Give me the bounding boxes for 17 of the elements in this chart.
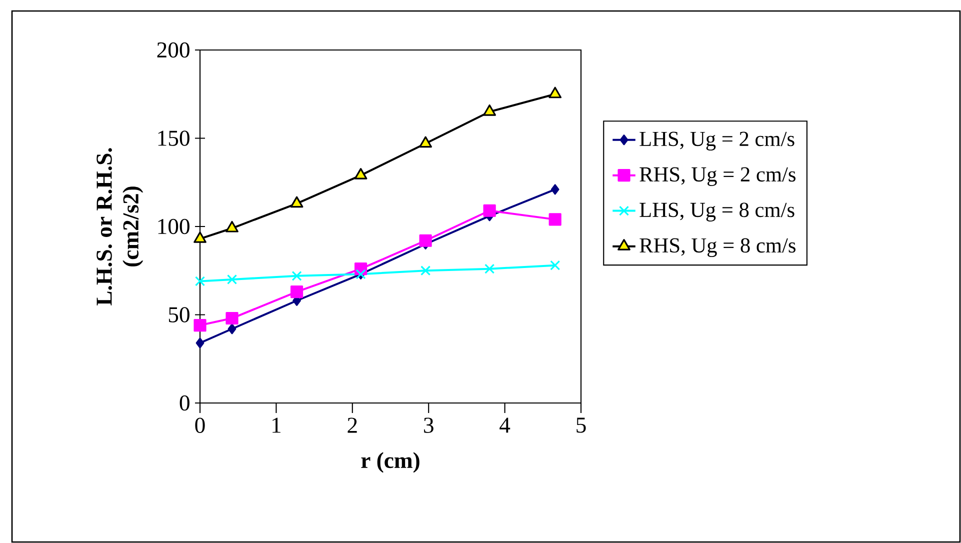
legend-label: LHS, Ug = 2 cm/s bbox=[640, 132, 794, 151]
x-tick-label: 0 bbox=[195, 418, 205, 434]
x-tick-label: 5 bbox=[576, 418, 586, 433]
y-tick-label: 150 bbox=[158, 130, 190, 146]
y-axis-title: L.H.S. or R.H.S. (cm2/s2) bbox=[96, 148, 144, 306]
x-tick-label: 1 bbox=[272, 418, 281, 433]
x-tick-label: 2 bbox=[348, 418, 357, 433]
x-axis-title: r (cm) bbox=[361, 452, 420, 473]
y-tick-label: 200 bbox=[157, 42, 190, 58]
legend-label: RHS, Ug = 8 cm/s bbox=[640, 238, 796, 258]
x-tick-label: 3 bbox=[424, 418, 434, 433]
legend-label: RHS, Ug = 2 cm/s bbox=[640, 167, 796, 186]
y-tick-label: 100 bbox=[158, 218, 190, 234]
x-tick-label: 4 bbox=[500, 418, 510, 433]
y-tick-label: 50 bbox=[168, 307, 190, 322]
legend-label: LHS, Ug = 8 cm/s bbox=[640, 202, 794, 222]
y-tick-label: 0 bbox=[180, 395, 190, 411]
